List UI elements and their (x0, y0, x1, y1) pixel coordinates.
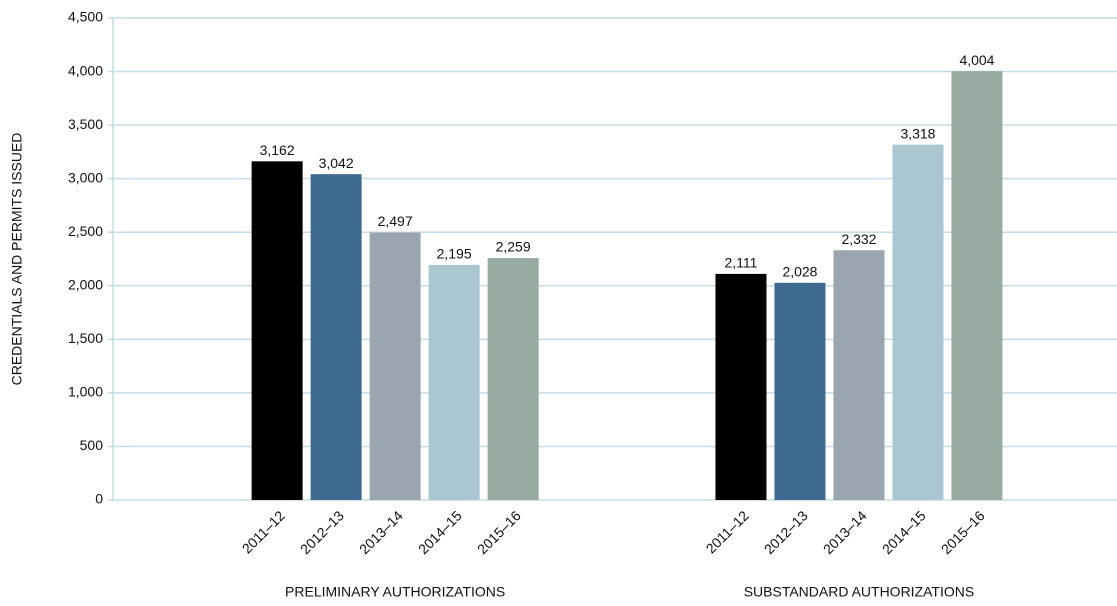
value-label: 3,042 (319, 155, 354, 171)
y-tick-label: 4,500 (68, 9, 103, 25)
y-tick-label: 3,000 (68, 169, 103, 185)
y-axis-label: CREDENTIALS AND PERMITS ISSUED (9, 133, 25, 386)
value-label: 2,332 (841, 231, 876, 247)
value-label: 2,111 (724, 255, 757, 271)
x-tick-label: 2014–15 (879, 507, 929, 557)
bar (369, 232, 421, 500)
bar (487, 258, 539, 500)
value-label: 3,318 (900, 125, 935, 141)
y-tick-label: 1,500 (68, 330, 103, 346)
group-label: SUBSTANDARD AUTHORIZATIONS (744, 584, 975, 600)
y-tick-label: 2,000 (68, 276, 103, 292)
value-label: 2,497 (378, 213, 413, 229)
x-tick-label: 2015–16 (474, 507, 524, 557)
x-tick-label: 2013–14 (356, 507, 406, 557)
y-tick-label: 500 (80, 437, 104, 453)
y-tick-label: 3,500 (68, 116, 103, 132)
value-label: 2,259 (496, 239, 531, 255)
x-tick-label: 2011–12 (239, 507, 288, 556)
x-tick-label: 2012–13 (297, 507, 347, 557)
bar (774, 282, 826, 500)
group-label: PRELIMINARY AUTHORIZATIONS (285, 584, 505, 600)
x-tick-label: 2012–13 (761, 507, 811, 557)
bar (892, 144, 944, 500)
value-label: 4,004 (959, 52, 994, 68)
x-tick-label: 2011–12 (703, 507, 752, 556)
bar (428, 264, 480, 500)
y-tick-label: 2,500 (68, 223, 103, 239)
bar (715, 273, 767, 500)
value-label: 2,195 (437, 246, 472, 262)
y-tick-label: 1,000 (68, 384, 103, 400)
bar (833, 250, 885, 500)
x-tick-label: 2015–16 (938, 507, 988, 557)
x-tick-label: 2013–14 (820, 507, 870, 557)
x-tick-label: 2014–15 (415, 507, 465, 557)
y-tick-label: 4,000 (68, 62, 103, 78)
bar (310, 174, 362, 500)
value-label: 3,162 (260, 142, 295, 158)
value-label: 2,028 (782, 263, 817, 279)
bar (251, 161, 303, 500)
y-tick-label: 0 (95, 491, 103, 507)
bar (951, 71, 1003, 501)
